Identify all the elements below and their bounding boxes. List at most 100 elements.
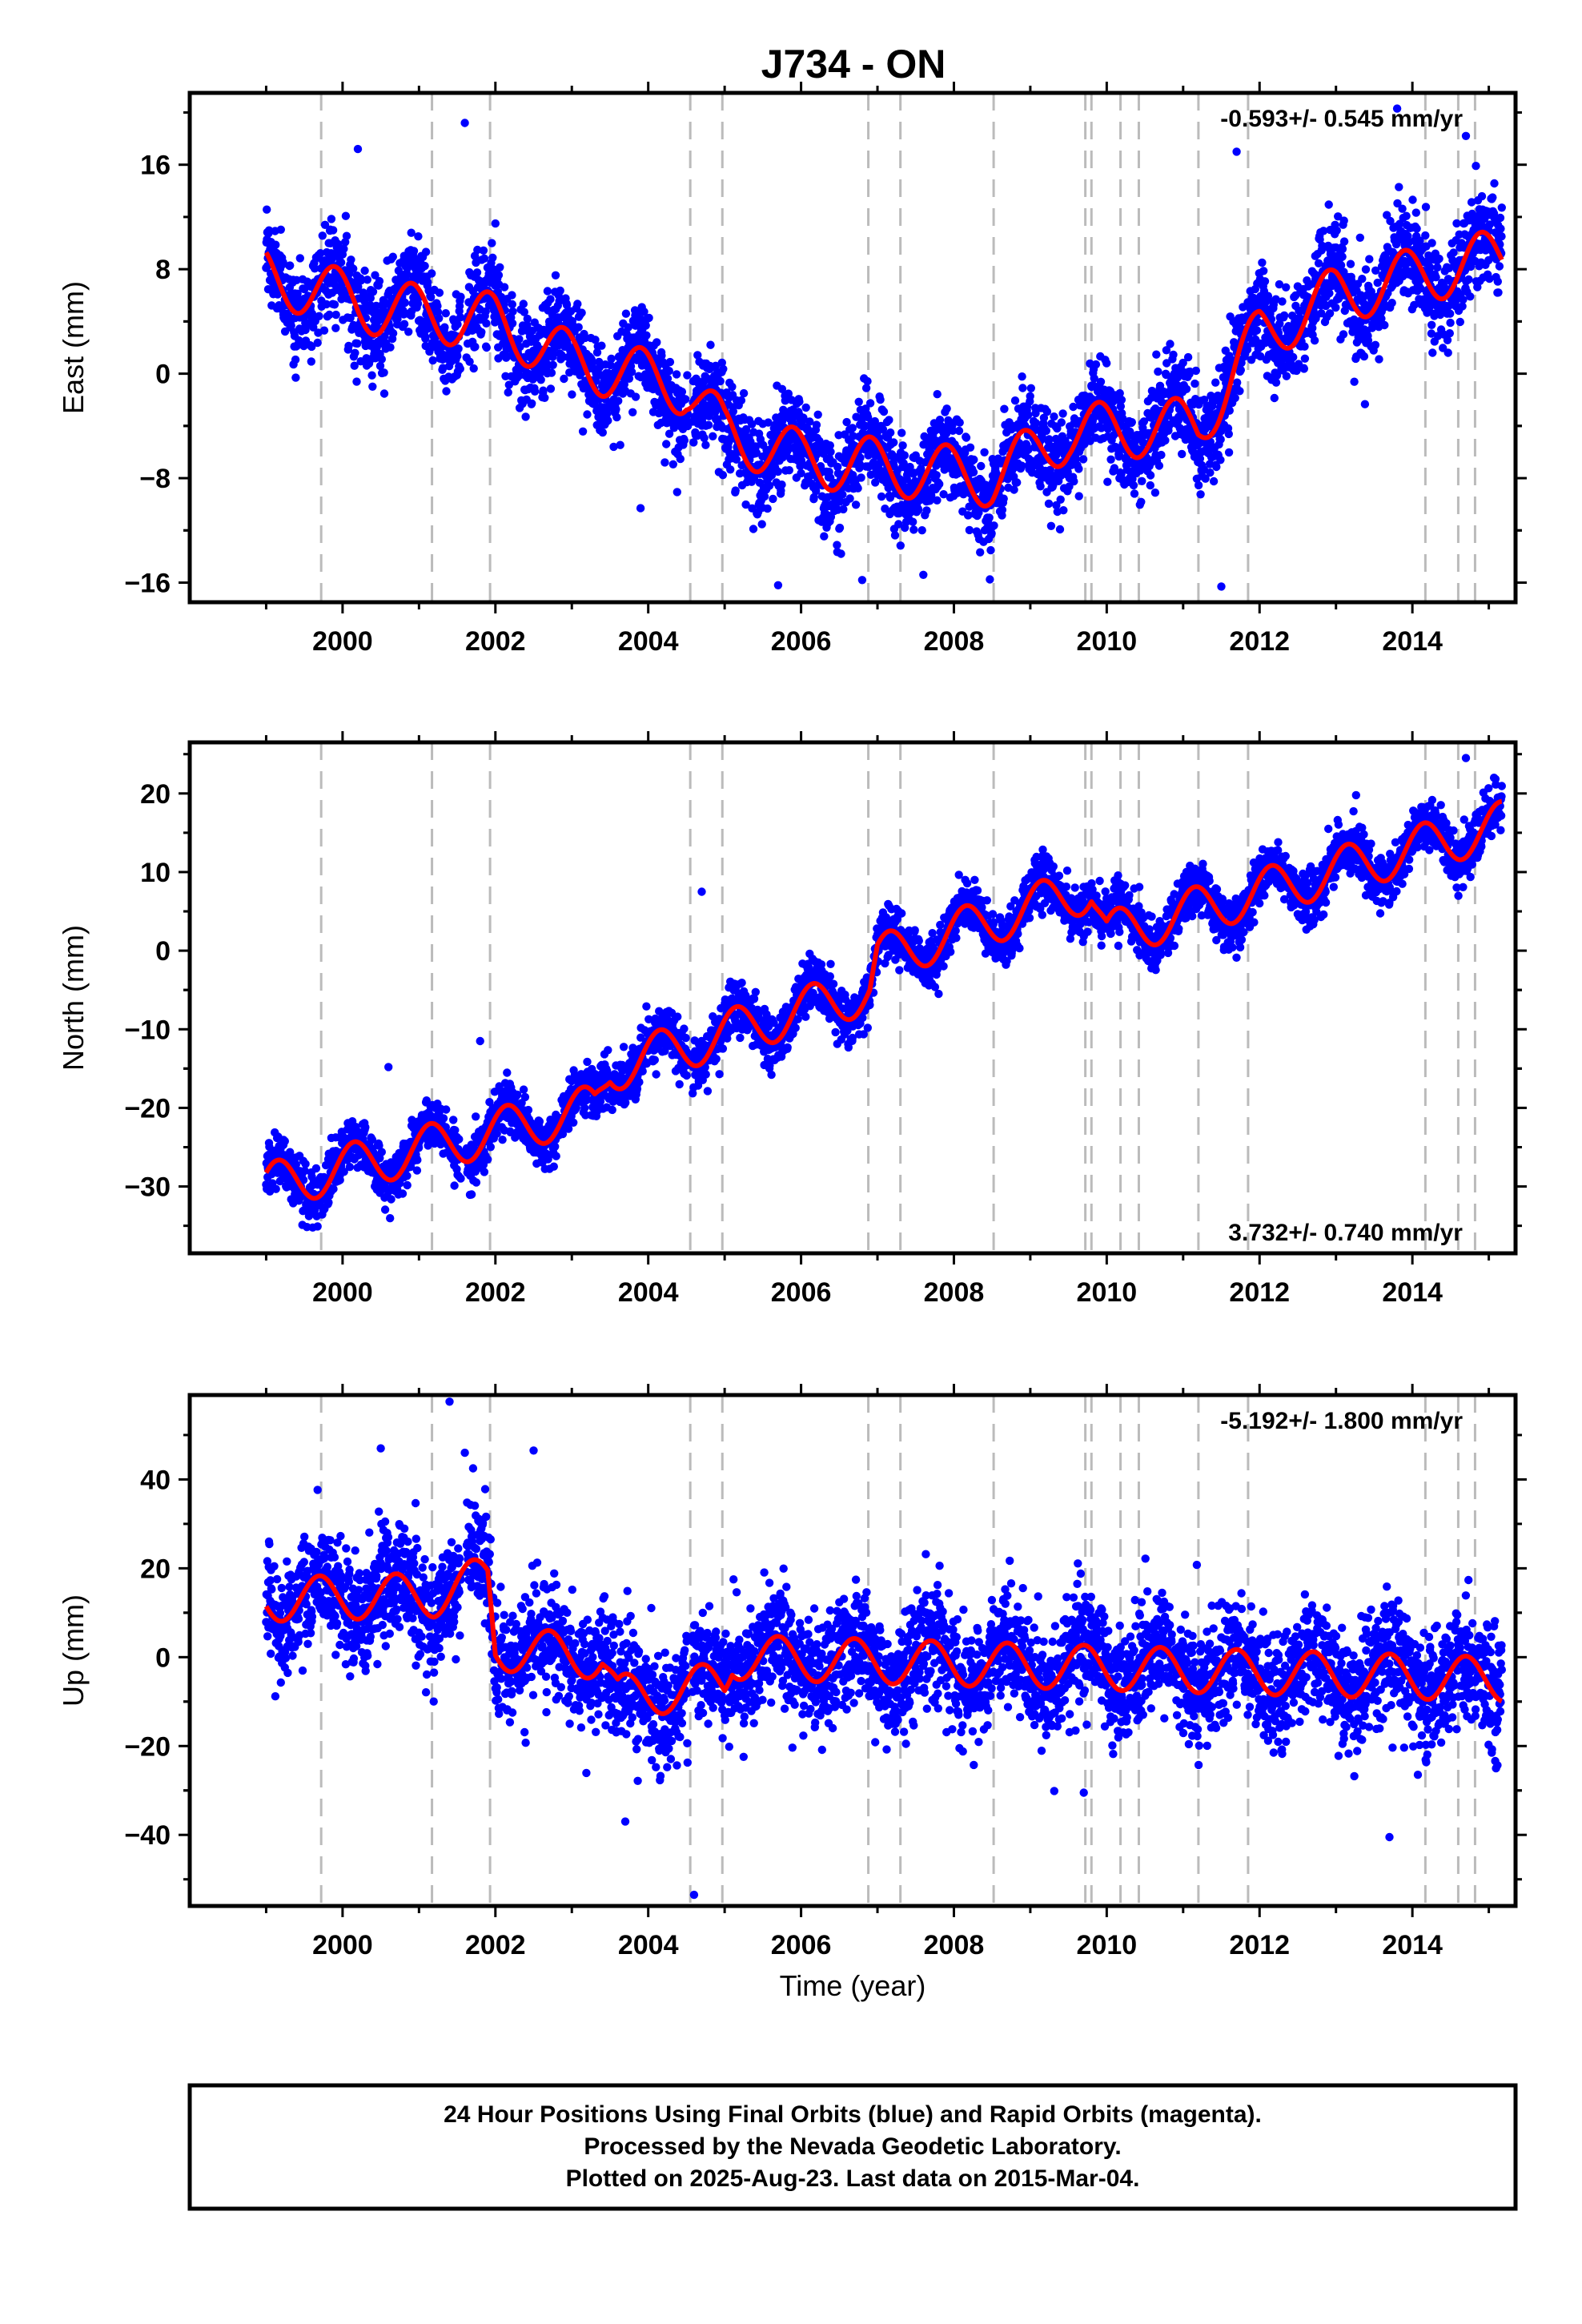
east-data-point: [853, 484, 862, 493]
east-data-point: [825, 441, 835, 450]
east-data-point: [1209, 476, 1219, 486]
east-data-point: [1446, 318, 1455, 328]
east-data-point: [1231, 393, 1239, 403]
east-data-point: [469, 364, 478, 373]
east-data-point: [737, 396, 746, 405]
east-data-point: [767, 471, 777, 480]
north-scatter-points: [262, 754, 1507, 1232]
east-data-point: [347, 255, 355, 264]
east-data-point: [1129, 480, 1138, 490]
north-data-point: [335, 1176, 344, 1184]
east-data-point: [1350, 377, 1359, 386]
east-data-point: [909, 525, 918, 534]
east-data-point: [865, 399, 875, 408]
east-data-point: [1157, 450, 1166, 460]
east-data-point: [508, 319, 517, 328]
east-data-point: [350, 361, 359, 370]
east-data-point: [1443, 348, 1452, 357]
east-data-point: [1339, 216, 1348, 225]
east-data-point: [909, 517, 917, 526]
east-data-point: [1224, 448, 1234, 457]
east-data-point: [1375, 355, 1383, 364]
east-data-point: [1225, 406, 1235, 415]
east-data-point: [439, 364, 448, 372]
east-data-point: [1036, 482, 1045, 491]
east-data-point: [1070, 476, 1078, 486]
east-data-point: [456, 292, 465, 301]
east-data-point: [386, 343, 395, 352]
east-data-point: [820, 532, 829, 541]
east-data-point: [577, 308, 586, 317]
north-data-point: [387, 1195, 396, 1204]
east-data-point: [833, 541, 841, 549]
east-y-tick-label: −8: [139, 464, 171, 494]
east-data-point: [1057, 418, 1066, 427]
east-data-point: [409, 247, 419, 255]
east-data-point: [1495, 262, 1504, 271]
east-data-point: [838, 490, 847, 499]
east-data-point: [1299, 364, 1309, 373]
east-data-point: [300, 285, 309, 294]
east-data-point: [627, 368, 636, 376]
east-data-point: [812, 420, 821, 429]
east-data-point: [728, 382, 737, 392]
east-data-point: [644, 313, 653, 323]
east-data-point: [1233, 378, 1242, 387]
east-data-point: [1488, 193, 1497, 202]
east-data-point: [548, 360, 557, 369]
east-data-point: [547, 368, 556, 377]
east-data-point: [515, 371, 524, 380]
east-data-point: [624, 323, 632, 332]
east-data-point: [1183, 352, 1193, 362]
east-data-point: [763, 504, 772, 513]
east-data-point: [473, 245, 482, 255]
east-data-point: [346, 313, 355, 323]
east-data-point: [1412, 224, 1421, 233]
east-data-point: [548, 350, 558, 359]
east-data-point: [287, 321, 295, 330]
east-data-point: [1496, 213, 1505, 223]
east-data-point: [403, 270, 412, 279]
east-data-point: [1050, 412, 1058, 421]
east-data-point: [917, 526, 926, 535]
east-data-point: [856, 453, 865, 462]
east-y-tick-label: 16: [140, 151, 171, 181]
east-data-point: [356, 276, 366, 285]
east-data-point: [456, 364, 464, 373]
east-data-point: [932, 471, 941, 480]
east-scatter-points: [262, 104, 1507, 591]
east-data-point: [781, 396, 789, 405]
east-data-point: [986, 545, 995, 555]
east-data-point: [1398, 204, 1407, 213]
east-data-point: [1339, 237, 1349, 246]
east-data-point: [661, 458, 669, 467]
east-data-point: [1466, 292, 1475, 301]
east-data-point: [942, 404, 951, 413]
east-y-tick-label: −16: [124, 569, 171, 599]
east-data-point: [1339, 330, 1348, 339]
east-data-point: [421, 334, 430, 343]
east-data-point: [536, 376, 545, 384]
east-data-point: [307, 357, 315, 366]
east-data-point: [504, 388, 512, 397]
north-data-point: [403, 1172, 412, 1180]
east-data-point: [837, 549, 845, 558]
east-data-point: [574, 323, 583, 332]
east-data-point: [465, 357, 474, 366]
east-data-point: [955, 418, 964, 427]
east-data-point: [540, 393, 549, 402]
east-data-point: [379, 368, 388, 377]
east-data-point: [1360, 400, 1370, 408]
east-data-point: [1259, 267, 1268, 275]
east-data-point: [316, 249, 325, 258]
east-data-point: [1310, 336, 1319, 345]
east-data-point: [1096, 377, 1106, 386]
east-data-point: [861, 384, 871, 392]
east-data-point: [330, 300, 339, 309]
east-data-point: [1243, 345, 1252, 354]
east-data-point: [731, 486, 740, 495]
east-data-point: [1361, 265, 1371, 274]
east-data-point: [556, 286, 564, 296]
east-rate-label: -0.593+/- 0.545 mm/yr: [1220, 106, 1463, 132]
east-outlier-point: [919, 570, 928, 579]
